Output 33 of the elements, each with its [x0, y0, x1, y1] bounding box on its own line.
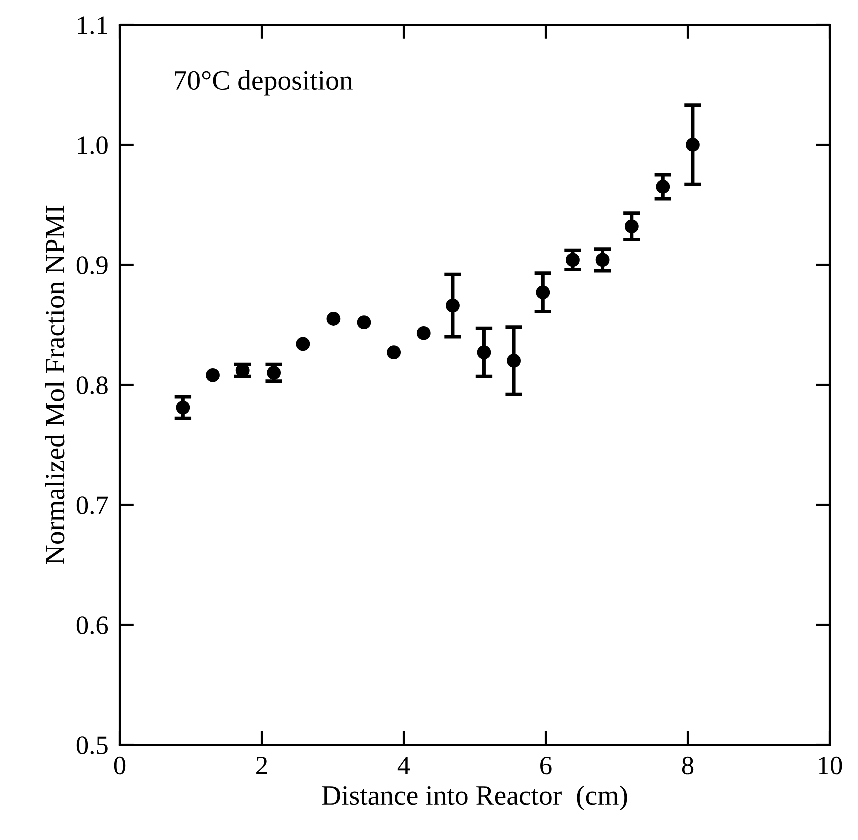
point	[206, 368, 220, 382]
point	[507, 354, 521, 368]
x-axis-title: Distance into Reactor (cm)	[322, 786, 628, 811]
point	[416, 326, 431, 340]
x-tick-label: 0	[114, 756, 126, 775]
x-tick-label: 10	[819, 756, 842, 775]
x-tick-label: 6	[540, 756, 552, 775]
y-tick-label: 0.9	[76, 256, 108, 275]
y-tick-label: 1.0	[78, 136, 108, 155]
point	[656, 180, 670, 194]
point	[624, 220, 639, 234]
point	[446, 298, 460, 313]
point	[267, 366, 282, 380]
point	[387, 346, 402, 360]
point	[326, 312, 341, 326]
y-axis-title: Normalized Mol Fraction NPMI	[45, 206, 65, 564]
x-tick-label: 2	[256, 756, 268, 774]
y-tick-label: 0.5	[76, 736, 108, 755]
point	[357, 316, 372, 330]
y-tick-label: 1.1	[78, 16, 108, 35]
point	[176, 400, 190, 415]
point	[536, 286, 550, 300]
x-tick-label: 8	[682, 756, 694, 775]
annotation: 70°C deposition	[175, 70, 353, 96]
y-tick-label: 0.8	[76, 376, 108, 395]
point	[686, 138, 700, 152]
point	[566, 253, 580, 268]
point	[477, 346, 492, 360]
point	[596, 253, 610, 268]
point	[296, 337, 310, 352]
y-tick-label: 0.7	[76, 496, 108, 515]
y-tick-label: 0.6	[76, 616, 108, 635]
x-tick-label: 4	[398, 757, 410, 774]
